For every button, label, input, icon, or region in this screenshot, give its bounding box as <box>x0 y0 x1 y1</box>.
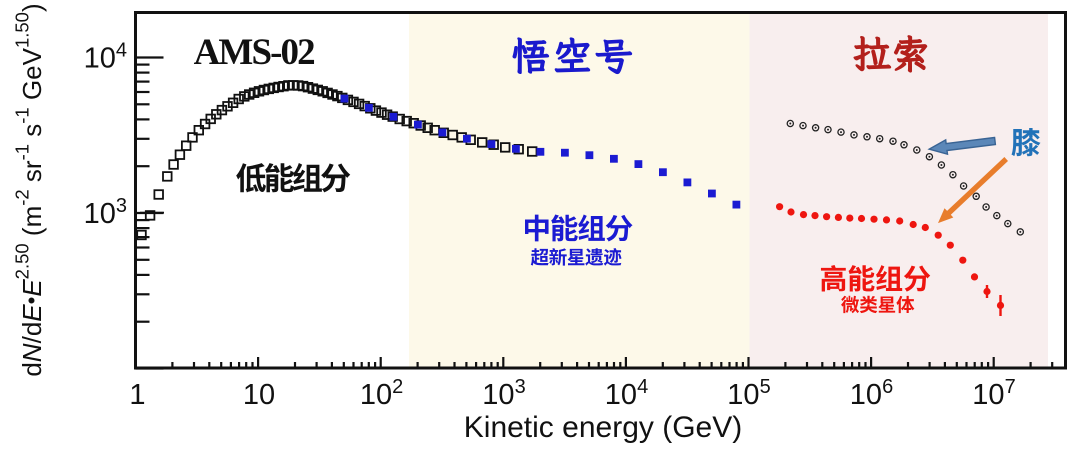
svg-text:10: 10 <box>243 379 275 411</box>
svg-text:dN/dE•E2.50 (m-2 sr-1 s-1 GeV1: dN/dE•E2.50 (m-2 sr-1 s-1 GeV1.50) <box>12 3 48 376</box>
svg-text:105: 105 <box>727 376 770 411</box>
svg-text:104: 104 <box>605 376 648 411</box>
svg-text:106: 106 <box>850 376 893 411</box>
svg-text:Kinetic energy (GeV): Kinetic energy (GeV) <box>464 411 742 444</box>
svg-text:1: 1 <box>129 379 145 411</box>
svg-text:AMS-02: AMS-02 <box>194 32 315 73</box>
